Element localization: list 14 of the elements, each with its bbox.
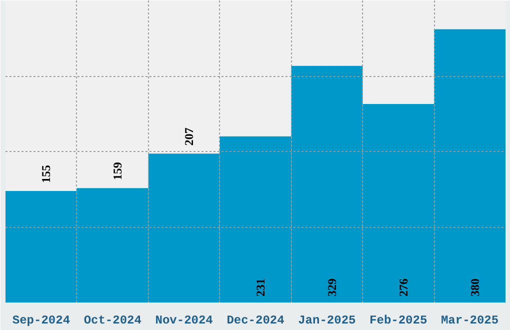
data-label: 329	[324, 278, 339, 296]
x-tick-label: Jan-2025	[298, 314, 356, 328]
data-label: 380	[468, 278, 482, 296]
data-label: 159	[110, 162, 125, 180]
x-tick-label: Feb-2025	[370, 314, 428, 328]
data-label: 155	[39, 165, 54, 184]
x-tick-label: Mar-2025	[440, 314, 499, 328]
x-tick-label: Nov-2024	[155, 314, 213, 328]
x-tick-label: Dec-2024	[226, 314, 284, 328]
x-tick-label: Oct-2024	[84, 314, 142, 328]
x-tick-label: Sep-2024	[12, 314, 70, 328]
data-label: 231	[254, 278, 268, 296]
data-label: 207	[182, 128, 196, 146]
data-label: 276	[396, 278, 410, 296]
